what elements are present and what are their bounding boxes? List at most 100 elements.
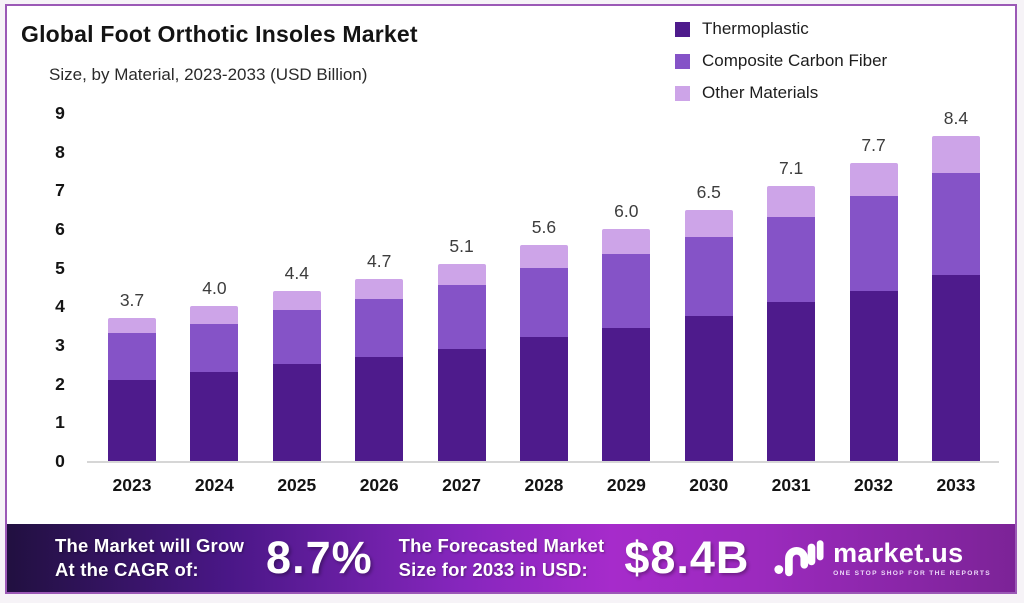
legend-label: Composite Carbon Fiber xyxy=(702,51,888,70)
forecast-label: The Forecasted Market Size for 2033 in U… xyxy=(399,534,605,582)
bar-segment-other-materials-2023 xyxy=(108,317,156,334)
bar-group-2024: 4.0 xyxy=(173,278,255,461)
x-tick-label-2028: 2028 xyxy=(524,475,564,495)
bar-total-label-2025: 4.4 xyxy=(284,262,309,283)
bottom-banner: The Market will Grow At the CAGR of: 8.7… xyxy=(7,524,1015,592)
legend-label: Thermoplastic xyxy=(702,19,809,38)
cagr-label: The Market will Grow At the CAGR of: xyxy=(55,534,244,582)
y-tick-label-2: 2 xyxy=(55,373,65,394)
x-tick-label-2030: 2030 xyxy=(689,475,729,495)
bar-segment-composite-carbon-fiber-2030 xyxy=(684,236,733,316)
bar-group-2026: 4.7 xyxy=(338,251,420,461)
bar-stack-2023 xyxy=(108,317,156,461)
y-tick-label-1: 1 xyxy=(55,412,65,433)
bar-segment-thermoplastic-2028 xyxy=(519,337,568,461)
bar-segment-other-materials-2032 xyxy=(849,163,898,197)
bar-segment-thermoplastic-2030 xyxy=(684,316,733,461)
bar-group-2030: 6.5 xyxy=(668,182,750,461)
y-tick-label-6: 6 xyxy=(55,219,65,239)
y-tick-label-0: 0 xyxy=(55,451,65,471)
x-tick-label-2033: 2033 xyxy=(936,475,976,495)
bar-segment-other-materials-2029 xyxy=(602,229,651,255)
y-tick-label-7: 7 xyxy=(55,180,65,201)
bar-segment-thermoplastic-2032 xyxy=(849,290,898,461)
x-tick-label-2025: 2025 xyxy=(277,475,317,495)
y-tick-label-8: 8 xyxy=(55,141,65,162)
bar-stack-2031 xyxy=(767,186,816,461)
bar-total-label-2030: 6.5 xyxy=(696,181,721,202)
forecast-label-line2: Size for 2033 in USD: xyxy=(398,559,588,580)
x-axis-labels: 2023 2024 2025 2026 2027 2028 2029 2030 2031 2032… xyxy=(91,475,997,496)
bar-segment-thermoplastic-2023 xyxy=(108,379,156,461)
x-tick-label-2032: 2032 xyxy=(854,475,893,495)
cagr-value: 8.7% xyxy=(266,532,373,583)
y-tick-label-4: 4 xyxy=(55,296,65,317)
bar-segment-composite-carbon-fiber-2033 xyxy=(931,172,980,276)
bar-stack-2026 xyxy=(355,279,404,461)
cagr-label-line2: At the CAGR of: xyxy=(55,559,199,580)
bar-stack-2028 xyxy=(519,244,568,461)
forecast-value: $8.4B xyxy=(624,532,750,583)
bar-segment-other-materials-2027 xyxy=(437,263,486,286)
marketus-logo-icon xyxy=(774,540,824,577)
bar-total-label-2032: 7.7 xyxy=(861,135,886,156)
bar-group-2031: 7.1 xyxy=(750,158,832,461)
bar-total-label-2031: 7.1 xyxy=(778,158,804,179)
bar-total-label-2027: 5.1 xyxy=(449,235,474,256)
bar-segment-composite-carbon-fiber-2028 xyxy=(519,267,568,338)
bar-segment-thermoplastic-2033 xyxy=(931,275,980,461)
legend-item-thermoplastic: Thermoplastic xyxy=(675,19,887,39)
bar-segment-thermoplastic-2026 xyxy=(355,356,404,461)
bar-total-label-2033: 8.4 xyxy=(943,108,969,129)
bar-segment-other-materials-2030 xyxy=(684,209,733,237)
bar-group-2025: 4.4 xyxy=(256,263,338,461)
bar-total-label-2024: 4.0 xyxy=(202,278,227,299)
bar-stack-2030 xyxy=(684,209,733,461)
y-tick-label-5: 5 xyxy=(55,257,65,278)
bar-segment-other-materials-2031 xyxy=(767,186,816,218)
bar-group-2029: 6.0 xyxy=(585,201,667,461)
bar-group-2033: 8.4 xyxy=(915,108,997,461)
bar-group-2023: 3.7 xyxy=(91,290,173,461)
bar-group-2027: 5.1 xyxy=(421,236,503,461)
legend-item-composite-carbon-fiber: Composite Carbon Fiber xyxy=(675,51,887,71)
x-tick-label-2029: 2029 xyxy=(606,475,646,495)
marketus-logo: market.us ONE STOP SHOP FOR THE REPORTS xyxy=(774,539,991,577)
bar-stack-2024 xyxy=(190,306,239,461)
marketus-logo-tagline: ONE STOP SHOP FOR THE REPORTS xyxy=(833,569,991,577)
legend-item-other-materials: Other Materials xyxy=(675,83,887,103)
bar-total-label-2026: 4.7 xyxy=(367,251,392,272)
bar-group-2028: 5.6 xyxy=(503,217,585,461)
bar-segment-other-materials-2033 xyxy=(931,136,980,173)
marketus-logo-textblock: market.us ONE STOP SHOP FOR THE REPORTS xyxy=(833,537,991,577)
bar-segment-thermoplastic-2029 xyxy=(602,327,651,461)
bar-segment-other-materials-2026 xyxy=(355,279,404,299)
bar-group-2032: 7.7 xyxy=(833,135,915,461)
page-title: Global Foot Orthotic Insoles Market xyxy=(21,21,418,47)
legend-swatch-icon xyxy=(675,21,690,37)
chart-frame: Global Foot Orthotic Insoles Market Size… xyxy=(5,4,1017,594)
bar-segment-composite-carbon-fiber-2024 xyxy=(190,323,239,373)
bar-segment-composite-carbon-fiber-2029 xyxy=(602,254,651,328)
bar-stack-2033 xyxy=(931,136,980,461)
legend-swatch-icon xyxy=(675,53,690,69)
legend-swatch-icon xyxy=(675,85,690,101)
bar-segment-thermoplastic-2027 xyxy=(437,348,486,461)
bar-stack-2032 xyxy=(849,163,898,461)
x-axis-line xyxy=(87,461,999,463)
bar-segment-thermoplastic-2031 xyxy=(767,302,816,461)
bar-stack-2027 xyxy=(437,263,486,461)
legend: Thermoplastic Composite Carbon Fiber Oth… xyxy=(675,19,887,115)
bar-segment-other-materials-2024 xyxy=(190,306,239,324)
y-tick-label-3: 3 xyxy=(55,335,65,355)
cagr-label-line1: The Market will Grow xyxy=(55,534,245,556)
bar-segment-composite-carbon-fiber-2032 xyxy=(849,196,898,291)
bar-segment-composite-carbon-fiber-2026 xyxy=(355,298,404,357)
bar-segment-composite-carbon-fiber-2027 xyxy=(437,285,486,349)
chart-header: Global Foot Orthotic Insoles Market Size… xyxy=(7,6,1015,106)
marketus-logo-text: market.us xyxy=(833,537,964,568)
chart-subtitle: Size, by Material, 2023-2033 (USD Billio… xyxy=(49,65,368,84)
x-tick-label-2023: 2023 xyxy=(112,475,152,495)
bar-segment-composite-carbon-fiber-2031 xyxy=(767,217,816,303)
y-tick-label-9: 9 xyxy=(55,103,65,123)
